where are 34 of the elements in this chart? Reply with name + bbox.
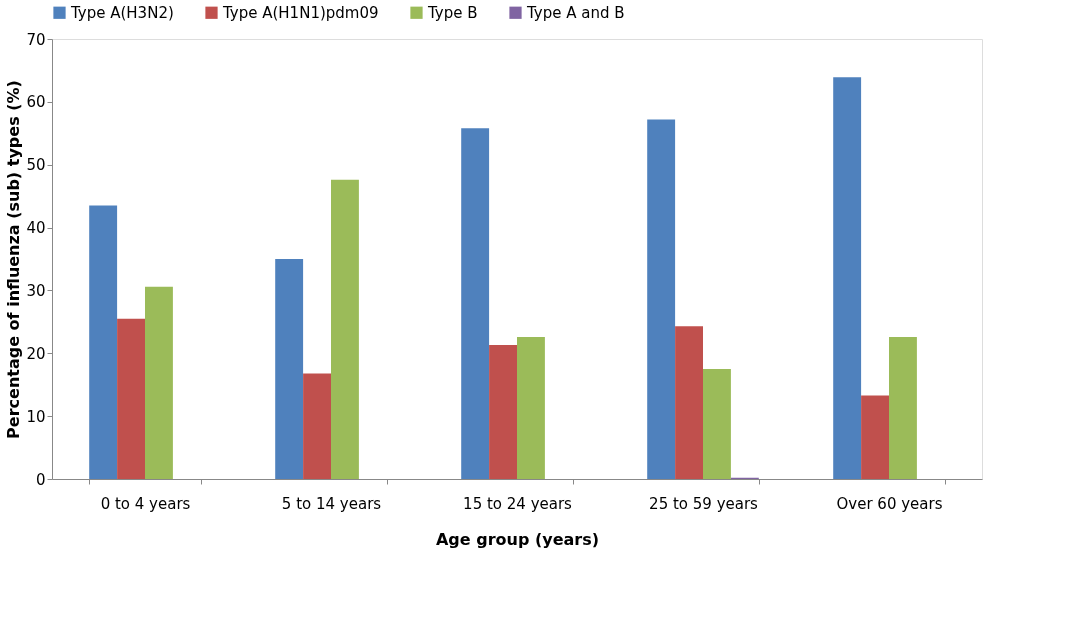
bar <box>117 318 145 479</box>
y-tick-label: 60 <box>26 93 46 112</box>
y-tick-label: 30 <box>26 281 46 300</box>
bar <box>861 395 889 479</box>
legend-label: Type A and B <box>526 3 625 22</box>
bar <box>675 326 703 479</box>
x-tick-label: Over 60 years <box>836 494 943 513</box>
y-tick-label: 0 <box>35 470 46 489</box>
y-tick-label: 50 <box>26 156 46 175</box>
bar <box>331 179 359 479</box>
bar <box>889 336 917 479</box>
bar <box>833 77 862 479</box>
bar <box>303 373 331 479</box>
y-tick-label: 40 <box>26 219 46 238</box>
bar <box>647 119 676 479</box>
bar <box>703 369 731 479</box>
legend-label: Type B <box>427 3 478 22</box>
x-tick-label: 15 to 24 years <box>463 494 573 513</box>
y-tick-label: 20 <box>26 344 46 363</box>
bar <box>489 345 517 479</box>
y-tick-label: 10 <box>26 407 46 426</box>
legend-label: Type A(H3N2) <box>70 3 174 22</box>
x-tick-label: 25 to 59 years <box>649 494 759 513</box>
bar <box>461 128 490 479</box>
x-axis-title: Age group (years) <box>435 529 600 549</box>
legend-label: Type A(H1N1)pdm09 <box>222 3 379 22</box>
x-tick-label: 5 to 14 years <box>281 494 382 513</box>
bar <box>275 259 304 479</box>
y-tick-label: 70 <box>26 30 46 49</box>
y-axis-title: Percentage of influenza (sub) types (%) <box>4 80 24 439</box>
bar <box>89 205 118 479</box>
bar <box>145 286 173 479</box>
bar <box>517 336 545 479</box>
x-tick-label: 0 to 4 years <box>100 494 191 513</box>
